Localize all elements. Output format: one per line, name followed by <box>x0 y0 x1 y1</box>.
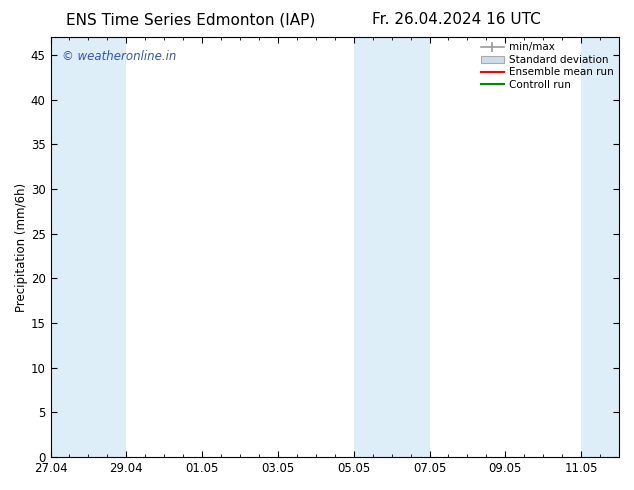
Bar <box>581 37 619 457</box>
Text: © weatheronline.in: © weatheronline.in <box>62 49 176 63</box>
Text: Fr. 26.04.2024 16 UTC: Fr. 26.04.2024 16 UTC <box>372 12 541 27</box>
Text: ENS Time Series Edmonton (IAP): ENS Time Series Edmonton (IAP) <box>65 12 315 27</box>
Y-axis label: Precipitation (mm/6h): Precipitation (mm/6h) <box>15 183 28 312</box>
Bar <box>51 37 126 457</box>
Legend: min/max, Standard deviation, Ensemble mean run, Controll run: min/max, Standard deviation, Ensemble me… <box>479 40 616 92</box>
Bar <box>354 37 429 457</box>
